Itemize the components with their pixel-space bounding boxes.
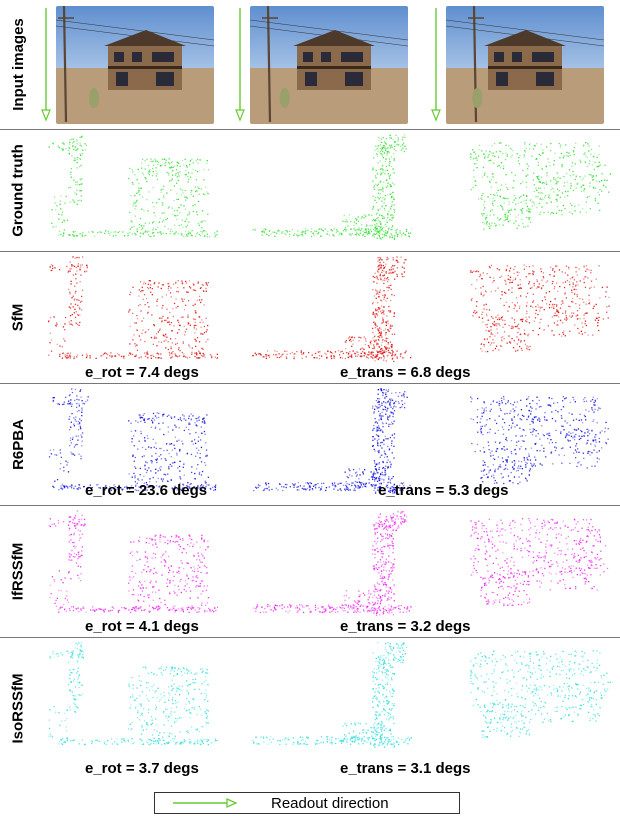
point-cloud-side — [470, 518, 609, 607]
row-label-isorssfm: IsoRSSfM — [9, 672, 27, 744]
readout-arrow-icon — [173, 797, 238, 809]
row-label-r6pba: R6PBA — [9, 418, 27, 470]
ifrssfm-rotation-error: e_rot = 4.1 degs — [85, 618, 199, 635]
row-separator — [0, 129, 620, 130]
row-separator — [0, 505, 620, 506]
input-image — [56, 6, 214, 124]
readout-arrow-icon — [431, 8, 441, 122]
point-cloud-pole — [252, 256, 412, 363]
sfm-rotation-error: e_rot = 7.4 degs — [85, 364, 199, 381]
row-label-ifrssfm: IfRSSfM — [9, 542, 27, 600]
point-cloud-side — [470, 264, 610, 353]
legend-text: Readout direction — [271, 795, 389, 812]
point-cloud-house — [48, 135, 218, 238]
row-separator — [0, 383, 620, 384]
row-separator — [0, 637, 620, 638]
point-cloud-house — [48, 388, 217, 492]
point-cloud-side — [470, 396, 609, 485]
row-label-ground-truth: Ground truth — [9, 143, 27, 237]
isorssfm-rotation-error: e_rot = 3.7 degs — [85, 760, 199, 777]
point-cloud-pole — [253, 388, 412, 495]
point-cloud-house — [48, 510, 218, 614]
input-image — [250, 6, 408, 124]
readout-arrow-icon — [235, 8, 245, 122]
point-cloud-pole — [252, 134, 412, 240]
row-separator — [0, 251, 620, 252]
point-cloud-house — [48, 256, 218, 360]
point-cloud-pole — [252, 642, 412, 748]
input-image — [446, 6, 604, 124]
point-cloud-pole — [253, 511, 412, 616]
sfm-translation-error: e_trans = 6.8 degs — [340, 364, 471, 381]
point-cloud-side — [470, 650, 611, 739]
point-cloud-side — [470, 142, 612, 230]
r6pba-translation-error: e_trans = 5.3 degs — [378, 482, 509, 499]
point-cloud-house — [48, 642, 218, 746]
r6pba-rotation-error: e_rot = 23.6 degs — [85, 482, 208, 499]
readout-arrow-icon — [41, 8, 51, 122]
readout-direction-legend: Readout direction — [154, 792, 460, 814]
row-label-sfm: SfM — [9, 303, 27, 331]
ifrssfm-translation-error: e_trans = 3.2 degs — [340, 618, 471, 635]
row-label-input-images: Input images — [9, 17, 27, 111]
isorssfm-translation-error: e_trans = 3.1 degs — [340, 760, 471, 777]
